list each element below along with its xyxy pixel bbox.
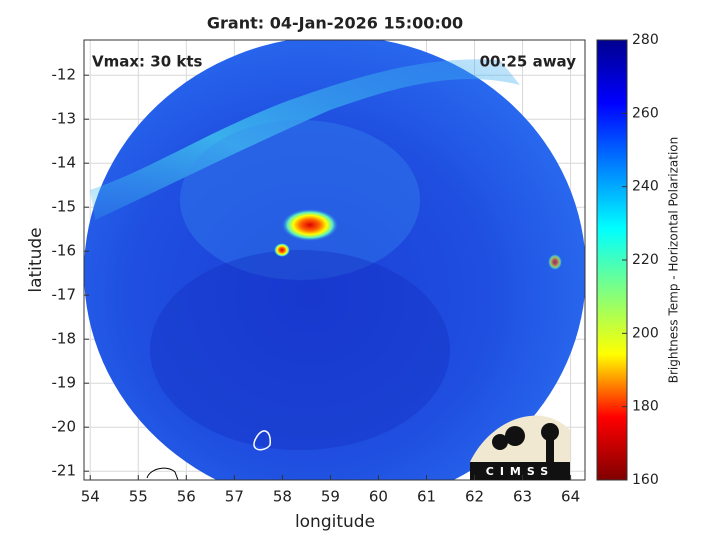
y-tick-label: -14: [52, 154, 77, 172]
x-tick-label: 62: [465, 488, 484, 506]
x-tick-label: 56: [177, 488, 196, 506]
x-tick-label: 64: [561, 488, 580, 506]
y-tick-label: -19: [52, 374, 77, 392]
x-tick-label: 58: [273, 488, 292, 506]
satellite-image: [84, 40, 585, 480]
y-axis-label: latitude: [26, 227, 46, 292]
y-tick-label: -18: [52, 330, 77, 348]
y-tick-label: -13: [52, 110, 77, 128]
y-tick-label: -21: [52, 462, 77, 480]
colorbar-tick-label: 280: [632, 32, 659, 48]
x-tick-label: 55: [129, 488, 148, 506]
y-tick-label: -12: [52, 66, 77, 84]
colorbar-tick-label: 220: [632, 252, 659, 268]
chart-title: Grant: 04-Jan-2026 15:00:00: [207, 14, 463, 33]
y-tick-label: -15: [52, 198, 77, 216]
colorbar-label: Brightness Temp - Horizontal Polarizatio…: [667, 137, 681, 384]
x-tick-label: 54: [81, 488, 100, 506]
colorbar-tick-label: 240: [632, 179, 659, 195]
plot-frame: [83, 39, 586, 481]
logo: CIMSS: [470, 415, 570, 480]
x-tick-label: 61: [417, 488, 436, 506]
x-tick-label: 60: [369, 488, 388, 506]
colorbar-tick-label: 260: [632, 105, 659, 121]
y-tick-label: -16: [52, 242, 77, 260]
x-tick-label: 59: [321, 488, 340, 506]
y-tick-label: -20: [52, 418, 77, 436]
annotation: 00:25 away: [480, 53, 577, 71]
x-tick-label: 63: [513, 488, 532, 506]
x-axis-label: longitude: [295, 512, 375, 532]
colorbar-tick-label: 160: [632, 472, 659, 488]
colorbar-tick-label: 180: [632, 399, 659, 415]
y-tick-label: -17: [52, 286, 77, 304]
colorbar-tick-label: 200: [632, 325, 659, 341]
x-tick-label: 57: [225, 488, 244, 506]
logo-text: CIMSS: [486, 465, 554, 478]
annotation: Vmax: 30 kts: [92, 53, 202, 71]
